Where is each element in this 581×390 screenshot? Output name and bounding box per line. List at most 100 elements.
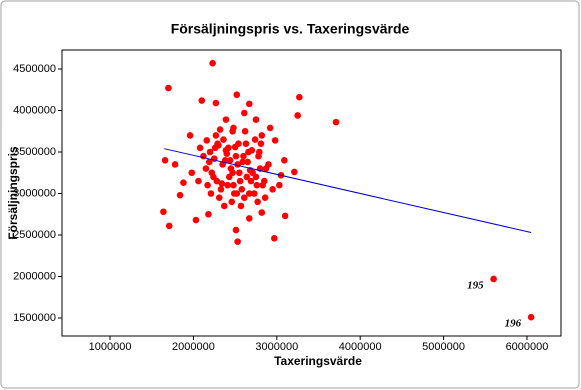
point bbox=[230, 181, 237, 189]
x-tick-label: 2000000 bbox=[172, 341, 215, 353]
point bbox=[207, 190, 215, 197]
point bbox=[250, 190, 258, 197]
point bbox=[210, 173, 217, 181]
point bbox=[238, 186, 246, 193]
point bbox=[253, 181, 261, 189]
point bbox=[216, 126, 224, 133]
point bbox=[196, 144, 204, 152]
point bbox=[165, 84, 172, 92]
point bbox=[276, 181, 283, 189]
point bbox=[271, 235, 278, 242]
point bbox=[203, 137, 211, 144]
point bbox=[262, 165, 270, 172]
x-tick-label: 3000000 bbox=[255, 341, 298, 353]
point bbox=[236, 177, 244, 185]
point bbox=[225, 144, 232, 152]
point bbox=[235, 169, 243, 177]
point bbox=[205, 158, 213, 166]
point bbox=[240, 194, 248, 201]
point bbox=[245, 190, 253, 197]
x-axis-label: Taxeringsvärde bbox=[274, 354, 362, 368]
point bbox=[220, 202, 228, 210]
point bbox=[214, 140, 221, 148]
point bbox=[165, 222, 173, 230]
point bbox=[490, 275, 497, 283]
point bbox=[180, 179, 187, 187]
point bbox=[237, 202, 245, 210]
point bbox=[229, 169, 236, 177]
y-tick-label: 2000000 bbox=[13, 270, 56, 282]
point bbox=[294, 112, 301, 119]
x-tick-label: 1000000 bbox=[89, 341, 132, 353]
point bbox=[192, 216, 200, 224]
point bbox=[259, 181, 266, 189]
point bbox=[234, 238, 241, 245]
point bbox=[527, 313, 535, 321]
point bbox=[247, 177, 255, 185]
point bbox=[245, 215, 253, 222]
point bbox=[226, 157, 234, 164]
point bbox=[245, 100, 253, 108]
point bbox=[224, 181, 231, 189]
point bbox=[332, 118, 340, 126]
y-tick-label: 3500000 bbox=[13, 146, 56, 158]
point bbox=[242, 140, 250, 148]
point bbox=[245, 148, 252, 156]
point bbox=[222, 116, 230, 123]
point bbox=[206, 148, 214, 156]
point bbox=[251, 136, 259, 143]
y-tick-label: 2500000 bbox=[13, 229, 56, 241]
point bbox=[205, 210, 212, 218]
point bbox=[233, 91, 241, 99]
annotation: 196 bbox=[505, 318, 522, 330]
point bbox=[232, 152, 240, 160]
point bbox=[261, 194, 269, 201]
y-tick-label: 3000000 bbox=[13, 187, 56, 199]
point bbox=[271, 137, 279, 144]
point bbox=[240, 109, 248, 117]
point bbox=[254, 198, 261, 206]
point bbox=[239, 158, 246, 166]
x-tick-label: 5000000 bbox=[422, 341, 465, 353]
point bbox=[220, 136, 227, 143]
point bbox=[233, 190, 241, 197]
point bbox=[188, 169, 196, 177]
y-tick-label: 4000000 bbox=[13, 104, 56, 116]
point bbox=[241, 127, 249, 135]
point bbox=[235, 140, 242, 148]
point bbox=[229, 127, 236, 135]
point bbox=[204, 181, 211, 189]
point bbox=[266, 124, 274, 132]
point bbox=[249, 169, 256, 177]
x-tick-label: 4000000 bbox=[339, 341, 382, 353]
point bbox=[171, 161, 179, 168]
y-tick-label: 1500000 bbox=[13, 312, 56, 324]
point bbox=[228, 198, 236, 206]
annotation: 195 bbox=[467, 280, 484, 292]
point bbox=[232, 226, 240, 234]
point bbox=[218, 180, 226, 187]
point bbox=[291, 168, 298, 176]
y-axis-label: Försäljningspris bbox=[6, 146, 20, 240]
point bbox=[212, 99, 220, 107]
point bbox=[212, 132, 220, 139]
point bbox=[209, 59, 216, 67]
x-tick-label: 6000000 bbox=[506, 341, 549, 353]
point bbox=[186, 132, 194, 139]
point bbox=[269, 186, 276, 193]
fit-line bbox=[164, 148, 532, 233]
point bbox=[258, 209, 266, 216]
point bbox=[215, 194, 223, 201]
point bbox=[161, 157, 169, 164]
y-tick-label: 4500000 bbox=[13, 63, 56, 75]
point bbox=[243, 173, 251, 181]
point bbox=[257, 140, 265, 148]
point bbox=[258, 132, 266, 139]
point bbox=[202, 165, 210, 172]
point bbox=[281, 157, 288, 164]
point bbox=[198, 97, 206, 104]
point bbox=[217, 186, 225, 193]
point bbox=[160, 208, 167, 216]
